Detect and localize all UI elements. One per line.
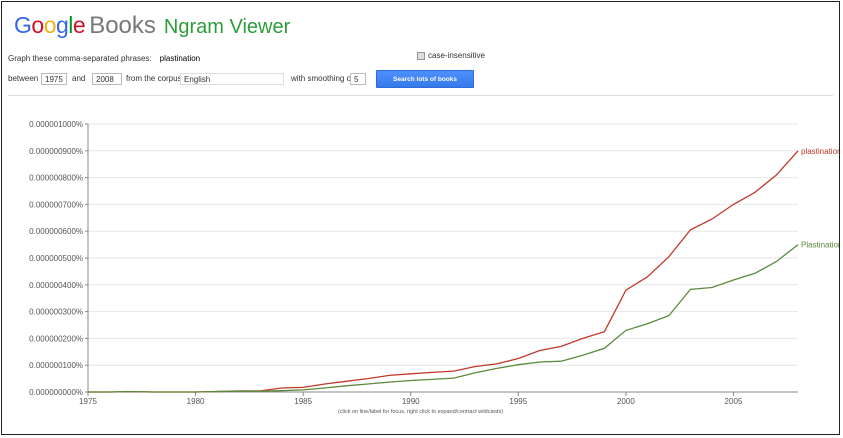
y-tick-label: 0.000000100% [29, 361, 83, 370]
series-label-plastination[interactable]: Plastination [801, 241, 840, 250]
end-year-input[interactable]: 2008 [92, 73, 122, 85]
logo-google-text: Google [14, 12, 86, 39]
y-tick-label: 0.000000800% [29, 174, 83, 183]
x-tick-label: 1980 [187, 397, 205, 406]
case-insensitive-checkbox[interactable] [417, 51, 425, 60]
case-insensitive-label: case-insensitive [428, 51, 485, 60]
x-tick-label: 2005 [725, 397, 743, 406]
x-tick-label: 1975 [79, 397, 97, 406]
y-tick-label: 0.000001000% [29, 120, 83, 129]
y-tick-label: 0.000000000% [29, 388, 83, 397]
y-tick-label: 0.000000900% [29, 147, 83, 156]
logo-letter: l [68, 12, 73, 38]
y-tick-label: 0.000000400% [29, 281, 83, 290]
y-tick-label: 0.000000600% [29, 227, 83, 236]
between-label: between [8, 74, 39, 83]
series-line-plastination[interactable] [88, 150, 799, 393]
logo-letter: g [55, 12, 69, 38]
corpus-select[interactable]: English [180, 73, 284, 85]
and-label: and [72, 74, 86, 83]
corpus-label: from the corpus [126, 74, 182, 83]
logo-letter: G [14, 12, 32, 38]
y-tick-label: 0.000000200% [29, 334, 83, 343]
logo-letter: o [43, 12, 57, 38]
google-books-logo[interactable]: Google Books [14, 12, 156, 40]
phrases-label: Graph these comma-separated phrases: [8, 53, 152, 63]
start-year-input[interactable]: 1975 [41, 73, 67, 85]
chart-footnote: (click on line/label for focus, right cl… [337, 409, 504, 415]
series-line-plastination[interactable] [88, 244, 799, 393]
phrases-input[interactable] [157, 51, 392, 65]
x-tick-label: 2000 [617, 397, 635, 406]
smoothing-label: with smoothing of [291, 74, 354, 83]
range-row: between 1975 and 2008 from the corpus En… [8, 70, 833, 92]
header: Google Books Ngram Viewer [14, 12, 290, 42]
case-insensitive-option[interactable]: case-insensitive [417, 51, 485, 60]
x-tick-label: 1995 [509, 397, 527, 406]
logo-letter: o [31, 12, 44, 38]
series-label-plastination[interactable]: plastination [801, 147, 840, 156]
x-tick-label: 1990 [402, 397, 420, 406]
divider [8, 95, 833, 96]
app-title: Ngram Viewer [163, 16, 291, 38]
y-tick-label: 0.000000500% [29, 254, 83, 263]
phrase-row: Graph these comma-separated phrases: cas… [8, 49, 833, 67]
y-tick-label: 0.000000700% [29, 200, 83, 209]
search-button[interactable]: Search lots of books [376, 70, 474, 88]
logo-books-text: Books [89, 12, 156, 39]
x-tick-label: 1985 [294, 397, 312, 406]
y-tick-label: 0.000000300% [29, 308, 83, 317]
smoothing-input[interactable]: 5 [350, 73, 366, 85]
logo-letter: e [72, 12, 86, 38]
